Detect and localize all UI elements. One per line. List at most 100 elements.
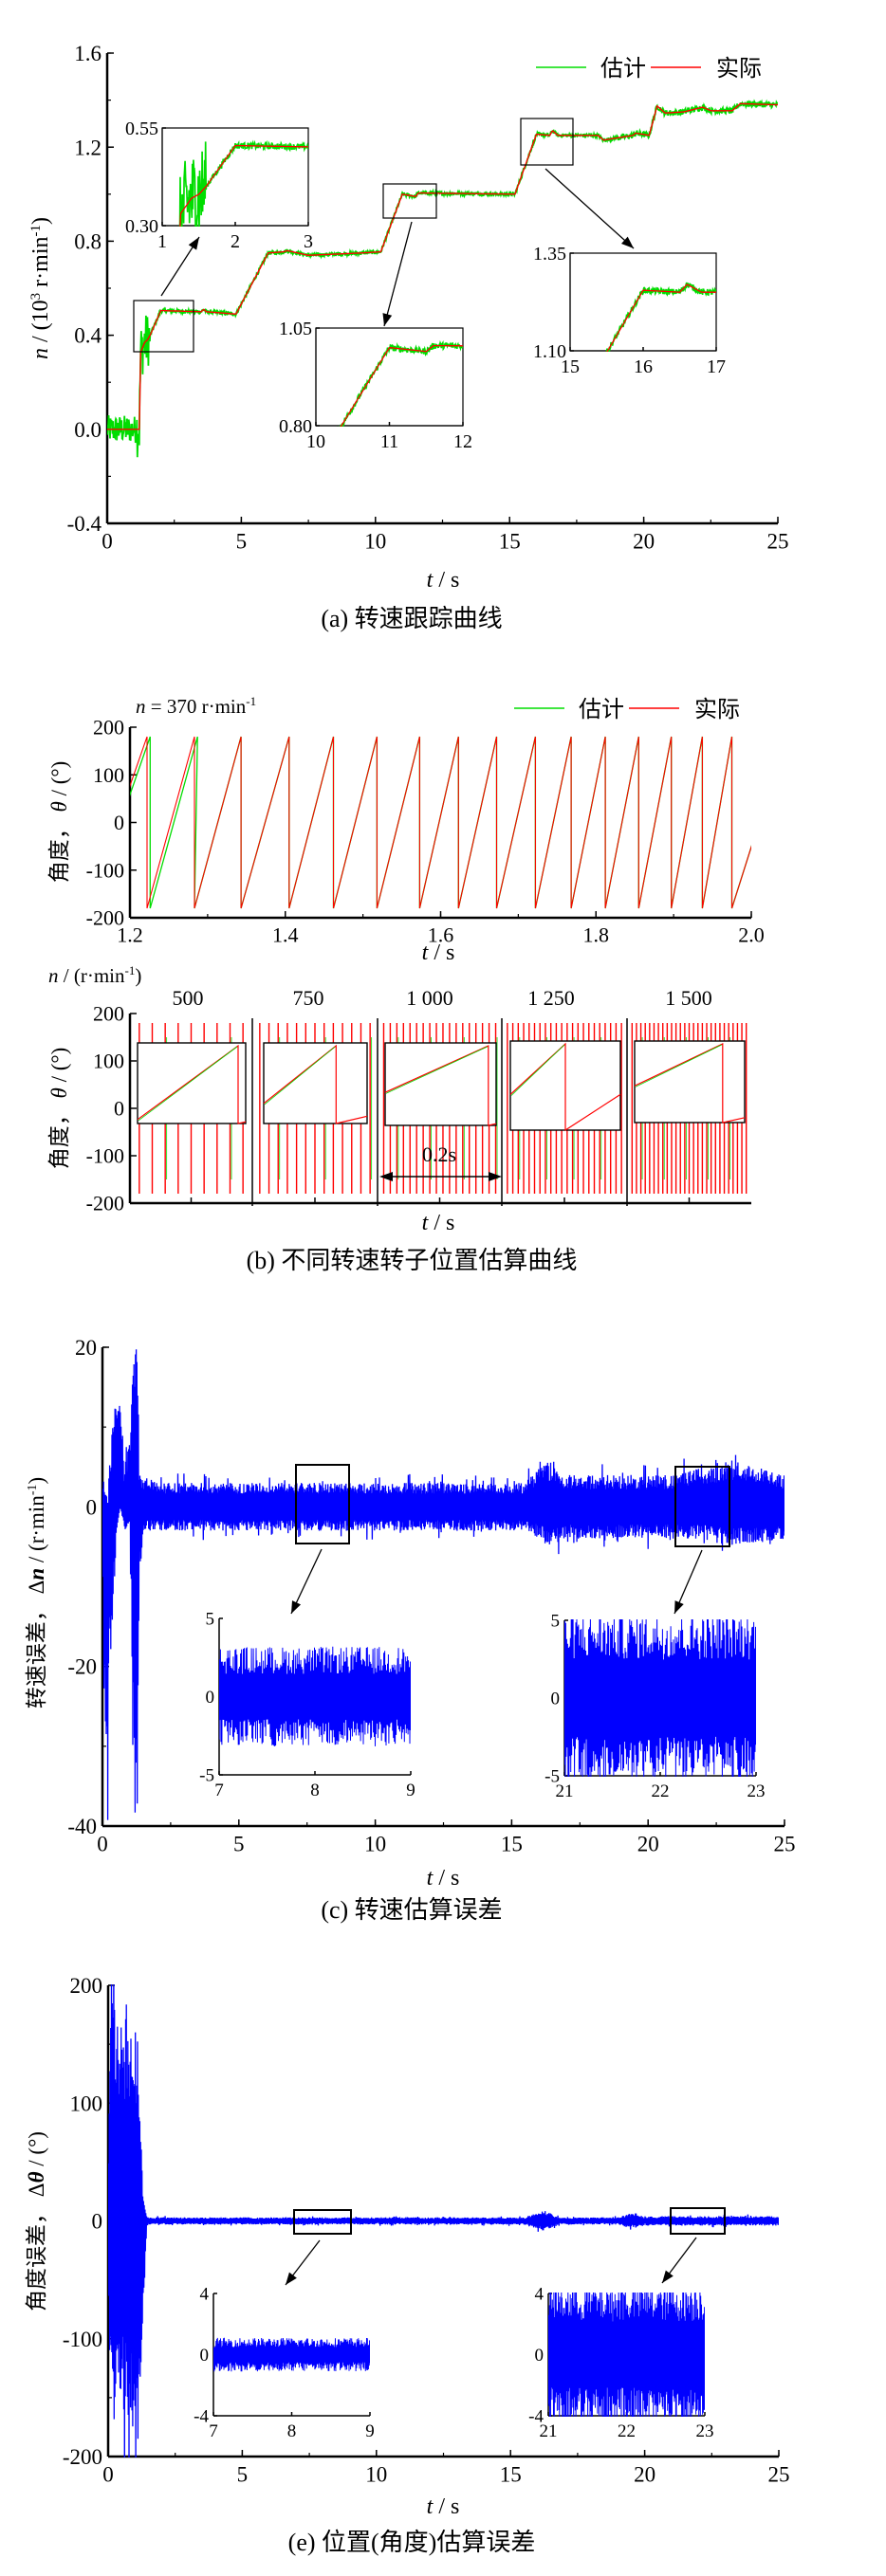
y-tick-label: -4 xyxy=(528,2407,544,2427)
arrow-head xyxy=(382,313,393,326)
speed-label: 1 500 xyxy=(665,986,712,1010)
x-tick-label: 12 xyxy=(453,431,472,452)
y-tick-label: 0 xyxy=(535,2346,545,2366)
x-axis-unit: / s xyxy=(428,1211,454,1235)
y-axis-name: 转速误差， Δ xyxy=(25,1580,48,1709)
y-axis-name: 角度， xyxy=(47,1098,71,1169)
plot-area xyxy=(605,282,716,352)
inset-frame xyxy=(263,1042,368,1124)
zoom-source-box xyxy=(674,1466,730,1547)
speed-axis-label: n / (r·min-1) xyxy=(48,963,141,987)
y-tick-label: 0 xyxy=(86,1495,98,1519)
inset-error-line xyxy=(219,1646,411,1747)
x-tick-label: 10 xyxy=(364,529,386,553)
y-tick-label: -0.4 xyxy=(67,512,102,536)
x-tick-label: 22 xyxy=(618,2421,636,2441)
inset-zoom: -4 0 4 21 22 23 xyxy=(528,2207,726,2441)
plot-area xyxy=(107,99,778,458)
x-axis-var: t xyxy=(427,568,434,593)
arrow-head xyxy=(379,1172,393,1181)
legend-actual-label: 实际 xyxy=(716,56,762,82)
x-tick-label: 21 xyxy=(540,2421,558,2441)
arrow-head xyxy=(621,236,634,248)
arrow-head xyxy=(674,1600,684,1614)
x-axis-label: t / s xyxy=(422,1211,455,1235)
x-tick-label: 8 xyxy=(310,1781,320,1800)
y-tick-label: 4 xyxy=(535,2285,545,2305)
x-tick-label: 25 xyxy=(767,529,789,553)
x-axis-label: t / s xyxy=(427,568,460,593)
x-axis-var: t xyxy=(427,2494,434,2519)
panel-b-upper-rotor-angle: -200 -100 0 100 200 1.2 1.4 1.6 1.8 2.0 n = 370 r·… xyxy=(47,694,765,965)
x-tick-label: 15 xyxy=(499,529,521,553)
y-axis-var: θ xyxy=(25,2171,48,2183)
arrow-head xyxy=(286,2272,297,2285)
y-tick-label: -4 xyxy=(194,2407,209,2427)
arrow-head xyxy=(489,1172,502,1181)
zoom-source-box xyxy=(293,2209,352,2235)
inset-zoom: 1.10 1.35 15 16 17 xyxy=(520,118,726,377)
inset-actual-line xyxy=(263,1044,368,1124)
inset-actual-line xyxy=(634,1043,746,1124)
speed-unit: ) xyxy=(135,964,141,987)
y-axis-unit: ) xyxy=(25,1477,48,1485)
x-tick-label: 10 xyxy=(365,2462,387,2486)
actual-line xyxy=(340,344,463,427)
y-tick-label: 4 xyxy=(200,2285,210,2305)
inset-error-line xyxy=(548,2293,705,2417)
x-tick-label: 5 xyxy=(237,2462,249,2486)
y-axis-label: 转速误差， Δn / (r·min-1) xyxy=(25,1477,48,1708)
plot-area xyxy=(564,1619,756,1777)
arrow-head xyxy=(188,237,199,250)
speed-label: 1 000 xyxy=(406,986,453,1010)
y-axis-sup: 3 xyxy=(28,293,44,301)
x-tick-label: 2.0 xyxy=(738,923,765,946)
speed-segment: 1 000 xyxy=(377,986,498,1206)
speed-segment: 1 500 xyxy=(626,986,748,1206)
panel-a-speed-tracking: -0.4 0.0 0.4 0.8 1.2 1.6 0 5 10 15 20 25 估计 实际 n / (10… xyxy=(28,42,789,632)
speed-sup: -1 xyxy=(124,963,135,977)
y-tick-label: 0 xyxy=(206,1688,215,1708)
x-axis-unit: / s xyxy=(433,1866,459,1891)
x-axis-label: t / s xyxy=(427,2494,460,2519)
y-tick-label: -20 xyxy=(67,1655,97,1679)
figure-caption: (a) 转速跟踪曲线 xyxy=(321,605,502,632)
y-tick-label: 1.05 xyxy=(279,319,312,339)
y-tick-label: 0.8 xyxy=(74,229,102,253)
speed-label: 1 250 xyxy=(527,986,575,1010)
y-tick-label: -40 xyxy=(67,1815,97,1838)
y-axis-unit: / (°) xyxy=(47,761,71,801)
y-axis-unit: / (°) xyxy=(47,1048,71,1087)
error-line xyxy=(108,1984,779,2457)
x-tick-label: 15 xyxy=(561,356,580,377)
actual-line xyxy=(107,102,778,430)
speed-unit: / (r·min xyxy=(59,964,125,987)
x-tick-label: 8 xyxy=(287,2421,297,2441)
x-tick-label: 20 xyxy=(634,2462,655,2486)
zoom-source-box xyxy=(520,118,574,166)
x-tick-label: 25 xyxy=(774,1832,796,1855)
y-axis-unit: / (10 xyxy=(28,300,53,348)
x-tick-label: 15 xyxy=(500,2462,522,2486)
x-tick-label: 11 xyxy=(380,431,398,452)
inset-frame xyxy=(634,1040,746,1124)
duration-label: 0.2s xyxy=(422,1142,456,1166)
x-tick-label: 17 xyxy=(707,356,726,377)
x-tick-label: 1.4 xyxy=(272,923,299,946)
actual-line xyxy=(179,144,308,227)
y-tick-label: 5 xyxy=(206,1610,215,1630)
x-tick-label: 0 xyxy=(97,1832,108,1855)
x-tick-label: 25 xyxy=(768,2462,790,2486)
x-tick-label: 23 xyxy=(748,1781,766,1801)
speed-var: n xyxy=(136,695,146,718)
y-tick-label: 0 xyxy=(92,2210,103,2234)
y-tick-label: 0 xyxy=(200,2346,210,2366)
speed-label: 500 xyxy=(173,986,204,1010)
inset-frame xyxy=(137,1042,247,1124)
inset-estimate-line xyxy=(510,1044,565,1096)
y-tick-label: 0 xyxy=(114,811,124,834)
inset-estimate-line xyxy=(385,1046,488,1094)
inset-actual-line xyxy=(509,1042,621,1132)
y-tick-label: 200 xyxy=(93,716,124,740)
